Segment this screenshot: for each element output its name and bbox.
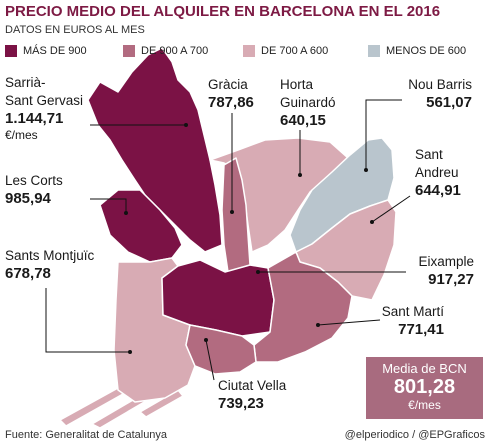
leader-dot <box>204 338 208 342</box>
district-value: 917,27 <box>428 271 474 288</box>
legend-item: DE 700 A 600 <box>243 45 328 57</box>
legend-label: DE 900 A 700 <box>141 45 209 57</box>
leader-line-sant-marti <box>317 319 381 326</box>
credit-note: @elperiodico / @EPGraficos <box>344 429 485 441</box>
legend-item: MÁS DE 900 <box>5 45 87 57</box>
average-unit: €/mes <box>408 398 441 412</box>
district-name: Andreu <box>415 165 459 180</box>
district-name: Les Corts <box>5 173 63 188</box>
page-title: PRECIO MEDIO DEL ALQUILER EN BARCELONA E… <box>5 3 441 20</box>
district-value: 644,91 <box>415 182 461 199</box>
district-value: 985,94 <box>5 190 51 207</box>
district-value: 640,15 <box>280 112 326 129</box>
district-value: 787,86 <box>208 94 254 111</box>
district-value: 739,23 <box>218 395 264 412</box>
leader-dot <box>298 173 302 177</box>
leader-line-nou-barris <box>365 99 402 170</box>
legend-swatch <box>368 45 380 57</box>
leader-line-sants <box>45 288 130 353</box>
district-label-horta-guinardo: Horta Guinardó 640,15 <box>280 76 336 130</box>
subtitle: DATOS EN EUROS AL MES <box>5 24 145 36</box>
district-name: Sant Gervasi <box>5 93 84 108</box>
legend-label: DE 700 A 600 <box>261 45 329 57</box>
district-value: 678,78 <box>5 265 51 282</box>
district-label-les-corts: Les Corts 985,94 <box>5 172 63 208</box>
district-name: Guinardó <box>280 95 336 110</box>
district-name: Sarrià- <box>5 75 46 90</box>
leader-dot <box>124 211 128 215</box>
source-note: Fuente: Generalitat de Catalunya <box>5 429 168 441</box>
legend-label: MENOS DE 600 <box>386 45 467 57</box>
district-les-corts <box>99 189 183 263</box>
leader-dot <box>370 220 374 224</box>
legend-swatch <box>5 45 17 57</box>
leader-line-les-corts <box>90 198 127 213</box>
average-label: Media de BCN <box>382 361 467 376</box>
district-value: 561,07 <box>426 94 472 111</box>
leader-line-sant-andreu <box>371 195 411 223</box>
district-name: Gràcia <box>208 77 248 92</box>
leader-dot <box>128 350 132 354</box>
district-name: Eixample <box>418 254 474 269</box>
legend-swatch <box>123 45 135 57</box>
legend-label: MÁS DE 900 <box>23 45 87 57</box>
district-name: Nou Barris <box>408 77 472 92</box>
district-name: Sant <box>415 147 443 162</box>
district-value: 771,41 <box>398 321 444 338</box>
district-label-ciutat-vella: Ciutat Vella 739,23 <box>218 377 286 413</box>
district-name: Ciutat Vella <box>218 378 287 393</box>
average-value: 801,28 <box>393 376 456 398</box>
district-gracia <box>221 157 251 273</box>
district-name: Sants Montjuïc <box>5 248 95 263</box>
district-ciutat-vella <box>185 324 257 375</box>
district-name: Sant Martí <box>381 304 444 319</box>
district-label-eixample: Eixample 917,27 <box>418 253 474 289</box>
district-label-nou-barris: Nou Barris 561,07 <box>408 76 472 112</box>
leader-dot <box>230 210 234 214</box>
district-name: Horta <box>280 77 314 92</box>
district-label-sant-andreu: Sant Andreu 644,91 <box>415 146 461 200</box>
leader-dot <box>364 168 368 172</box>
district-label-sant-marti: Sant Martí 771,41 <box>382 303 444 339</box>
legend-item: DE 900 A 700 <box>123 45 208 57</box>
district-label-sarria-sant-gervasi: Sarrià- Sant Gervasi 1.144,71 €/mes <box>5 74 83 143</box>
leader-dot <box>184 123 188 127</box>
legend-swatch <box>243 45 255 57</box>
district-label-gracia: Gràcia 787,86 <box>208 76 254 112</box>
district-unit: €/mes <box>5 128 38 142</box>
average-box: Media de BCN 801,28 €/mes <box>366 357 483 419</box>
legend-item: MENOS DE 600 <box>368 45 466 57</box>
leader-line-ciutat-vella <box>205 339 215 381</box>
district-label-sants-montjuic: Sants Montjuïc 678,78 <box>5 247 94 283</box>
leader-dot <box>256 270 260 274</box>
district-sarria-sant-gervasi <box>87 47 223 253</box>
district-sant-marti <box>253 251 353 363</box>
leader-dot <box>316 323 320 327</box>
district-value: 1.144,71 <box>5 110 64 127</box>
